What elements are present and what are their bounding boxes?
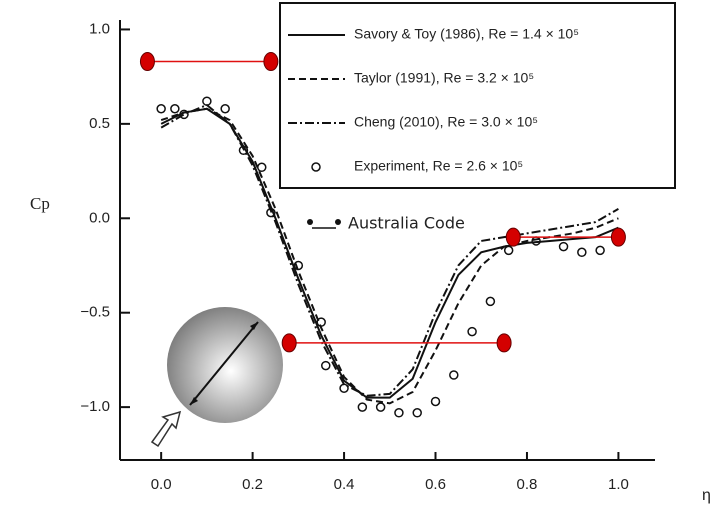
- legend-label: Cheng (2010), Re = 3.0 × 10⁵: [354, 114, 538, 130]
- x-tick-label: 1.0: [608, 476, 629, 493]
- x-tick-label: 0.2: [242, 476, 263, 493]
- data-point: [412, 408, 422, 418]
- data-point: [558, 241, 569, 252]
- legend-box: [279, 2, 676, 189]
- data-line: [160, 107, 619, 399]
- y-axis-label: Cp: [30, 194, 50, 213]
- data-point: [577, 247, 587, 258]
- data-point: [467, 326, 477, 337]
- data-point: [430, 396, 441, 407]
- data-point: [170, 104, 180, 114]
- data-point: [449, 370, 459, 380]
- data-point: [156, 104, 166, 114]
- y-tick-label: 0.0: [89, 209, 110, 226]
- segment-end: [610, 227, 626, 247]
- data-point: [293, 260, 304, 271]
- data-line: [160, 107, 619, 405]
- x-axis-label: η: [702, 487, 711, 504]
- data-point: [321, 360, 331, 371]
- data-point: [238, 145, 249, 156]
- data-point: [266, 207, 276, 218]
- data-point: [202, 96, 212, 106]
- legend-label: Australia Code: [348, 214, 465, 233]
- legend-label: Experiment, Re = 2.6 × 10⁵: [354, 158, 523, 174]
- data-point: [220, 104, 230, 114]
- x-tick-label: 0.6: [425, 476, 446, 493]
- y-tick-label: 1.0: [89, 20, 110, 37]
- segment-end: [496, 333, 512, 353]
- data-point: [179, 109, 189, 120]
- legend-label: Taylor (1991), Re = 3.2 × 10⁵: [354, 70, 534, 86]
- cylinder-illustration: [150, 307, 283, 448]
- x-tick-label: 0.0: [151, 476, 172, 493]
- data-line: [160, 103, 619, 397]
- data-point: [339, 383, 349, 393]
- data-point: [503, 245, 514, 256]
- y-tick-label: −0.5: [80, 304, 110, 321]
- data-point: [357, 402, 368, 412]
- y-tick-label: 0.5: [89, 115, 110, 132]
- data-point: [485, 296, 496, 307]
- data-point: [595, 245, 605, 256]
- data-point: [257, 162, 267, 173]
- legend-dot: [335, 219, 341, 225]
- legend-marker: [311, 162, 321, 172]
- legend-dot: [307, 219, 313, 225]
- segment-end: [263, 52, 279, 72]
- y-tick-label: −1.0: [80, 398, 110, 415]
- data-point: [375, 402, 386, 412]
- x-tick-label: 0.4: [334, 476, 355, 493]
- data-point: [316, 317, 326, 327]
- segment-end: [139, 52, 155, 72]
- segment-end: [281, 333, 297, 353]
- x-tick-label: 0.8: [517, 476, 538, 493]
- data-point: [394, 408, 404, 418]
- legend-label: Savory & Toy (1986), Re = 1.4 × 10⁵: [354, 26, 579, 42]
- segment-end: [505, 227, 521, 247]
